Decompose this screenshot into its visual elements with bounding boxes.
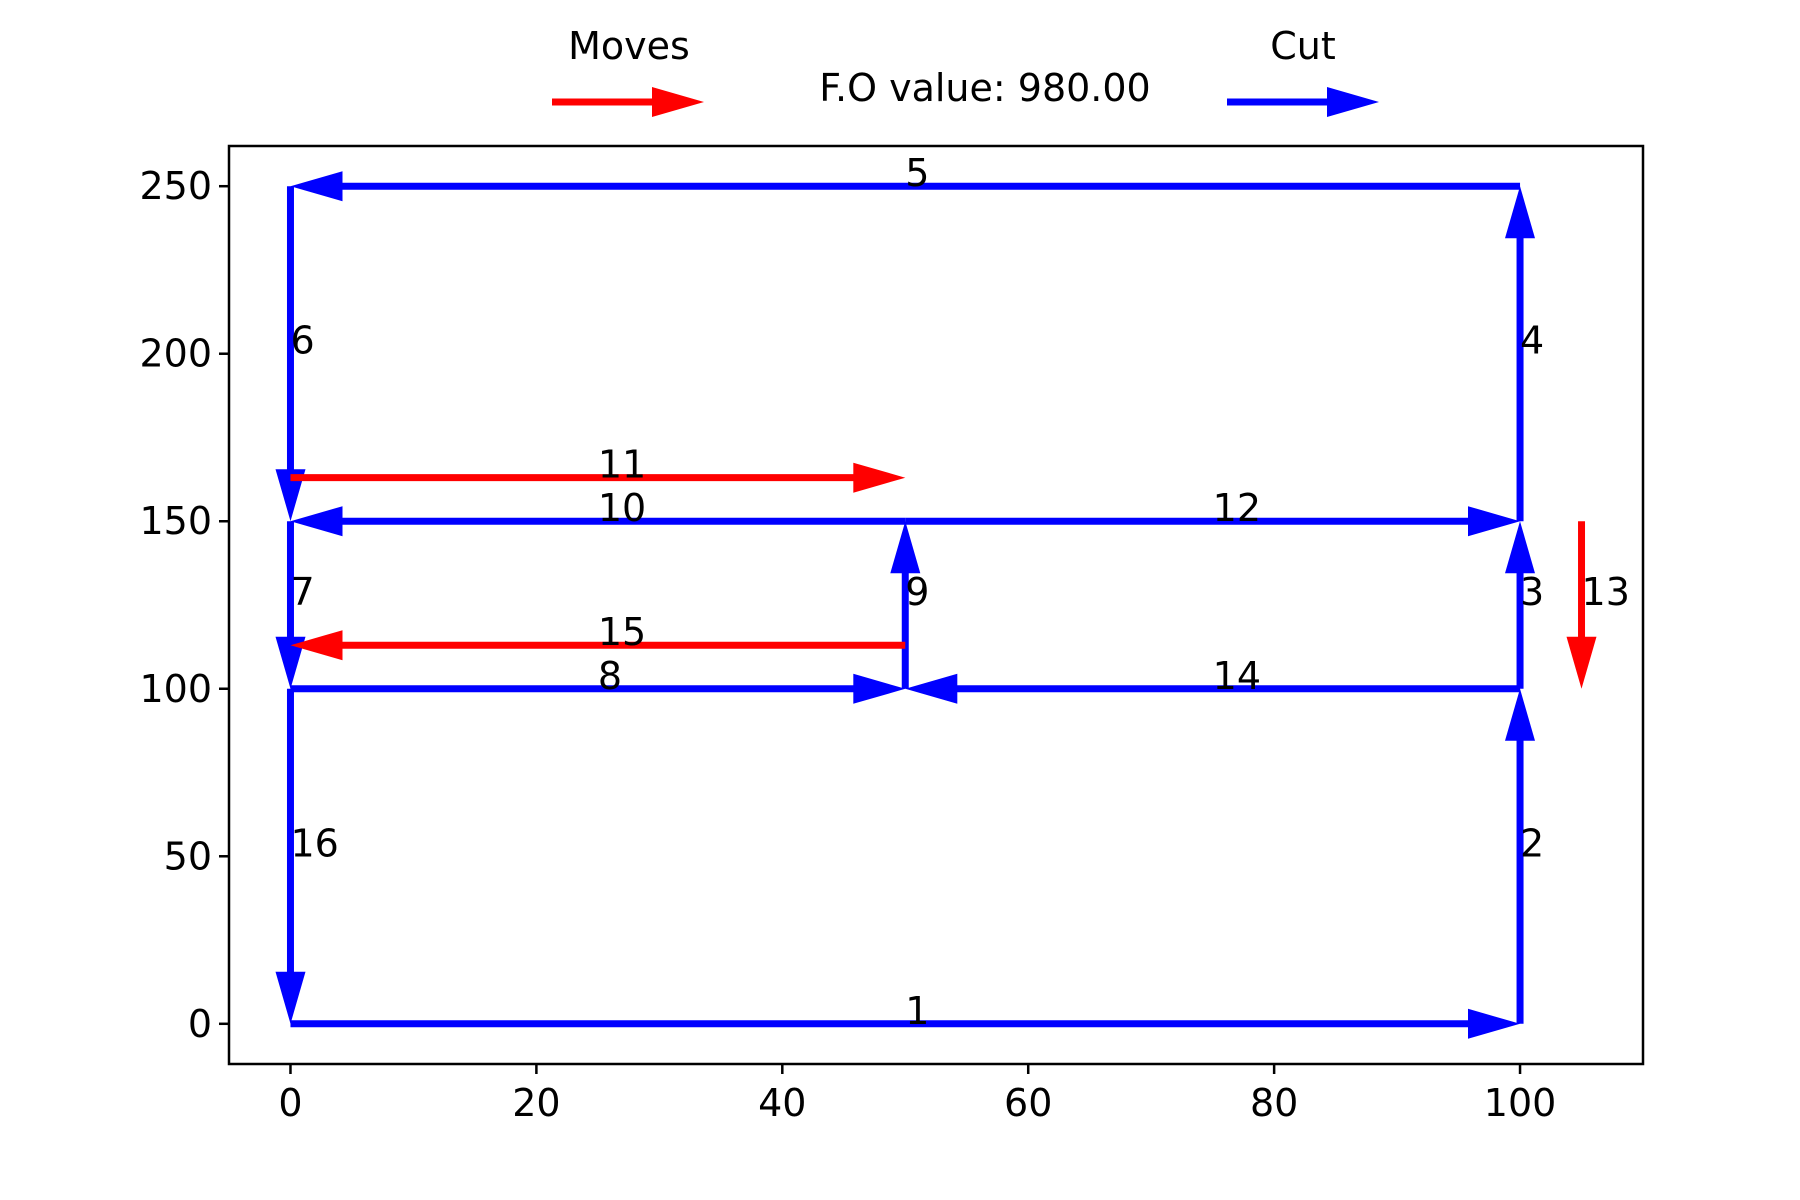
segment-1: [290, 1008, 1520, 1039]
segment-9: [890, 521, 921, 689]
segment-4: [1505, 186, 1535, 522]
segment-8-arrowhead: [853, 673, 906, 704]
segment-label-2: 2: [1520, 821, 1544, 865]
segment-10-arrowhead: [290, 506, 343, 537]
segment-13: [1566, 521, 1597, 689]
y-tick-label: 100: [139, 667, 212, 711]
segment-16-arrowhead: [275, 971, 306, 1024]
series-moves: [290, 462, 1597, 689]
segment-4-arrowhead: [1505, 186, 1535, 239]
y-tick-label: 250: [139, 164, 212, 208]
x-tick-label: 60: [1004, 1081, 1052, 1125]
segment-label-13: 13: [1582, 570, 1630, 614]
segment-7-arrowhead: [275, 636, 306, 689]
x-tick-label: 80: [1250, 1081, 1298, 1125]
segment-14: [905, 673, 1521, 704]
segment-10: [290, 506, 906, 537]
segment-label-5: 5: [905, 151, 929, 195]
plot-frame: [227, 144, 1645, 1066]
segment-label-14: 14: [1213, 654, 1261, 698]
segment-label-6: 6: [290, 319, 314, 363]
segment-12-arrowhead: [1468, 506, 1520, 537]
segment-label-15: 15: [598, 610, 646, 654]
segment-2: [1505, 688, 1535, 1024]
segment-label-12: 12: [1213, 486, 1261, 530]
legend: Moves F.O value: 980.00 Cut: [552, 24, 1379, 117]
legend-moves-label: Moves: [568, 24, 690, 68]
segment-14-arrowhead: [905, 673, 958, 704]
series-cut: [275, 171, 1535, 1039]
segment-6: [275, 186, 306, 522]
y-axis-ticks: 0 50 100 150 200 250: [139, 164, 229, 1046]
x-tick-label: 40: [758, 1081, 806, 1125]
segment-label-3: 3: [1520, 570, 1544, 614]
segment-3-arrowhead: [1505, 521, 1535, 574]
segment-11: [290, 462, 906, 493]
legend-cut-swatch-arrowhead: [1327, 87, 1379, 117]
legend-moves: Moves: [552, 24, 704, 117]
segment-15: [290, 630, 906, 661]
segment-5: [290, 171, 1521, 202]
segment-9-arrowhead: [890, 521, 921, 574]
segment-1-arrowhead: [1468, 1008, 1520, 1039]
segment-8: [290, 673, 906, 704]
y-tick-label: 200: [139, 332, 212, 376]
segment-5-arrowhead: [290, 171, 343, 202]
segment-12: [905, 506, 1520, 537]
y-tick-label: 50: [164, 834, 212, 878]
segment-label-11: 11: [598, 443, 646, 487]
segment-label-16: 16: [290, 821, 338, 865]
segment-label-10: 10: [598, 486, 646, 530]
segment-7: [275, 521, 306, 689]
y-tick-label: 150: [139, 499, 212, 543]
segment-15-arrowhead: [290, 630, 343, 661]
segment-2-arrowhead: [1505, 688, 1535, 741]
legend-cut: Cut: [1227, 24, 1379, 117]
x-tick-label: 0: [278, 1081, 302, 1125]
segment-label-8: 8: [598, 654, 622, 698]
x-tick-label: 20: [512, 1081, 560, 1125]
x-axis-ticks: 0 20 40 60 80 100: [278, 1064, 1556, 1125]
x-tick-label: 100: [1484, 1081, 1557, 1125]
legend-moves-swatch-arrowhead: [652, 87, 704, 117]
segment-6-arrowhead: [275, 469, 306, 522]
segment-label-9: 9: [905, 570, 929, 614]
segment-11-arrowhead: [853, 462, 906, 493]
segment-label-1: 1: [905, 989, 929, 1033]
segment-label-4: 4: [1520, 319, 1544, 363]
segment-13-arrowhead: [1566, 636, 1597, 689]
segment-label-7: 7: [290, 570, 314, 614]
legend-cut-label: Cut: [1270, 24, 1336, 68]
y-tick-label: 0: [188, 1002, 212, 1046]
segment-16: [275, 688, 306, 1024]
segment-3: [1505, 521, 1535, 689]
chart-title: F.O value: 980.00: [819, 66, 1150, 110]
